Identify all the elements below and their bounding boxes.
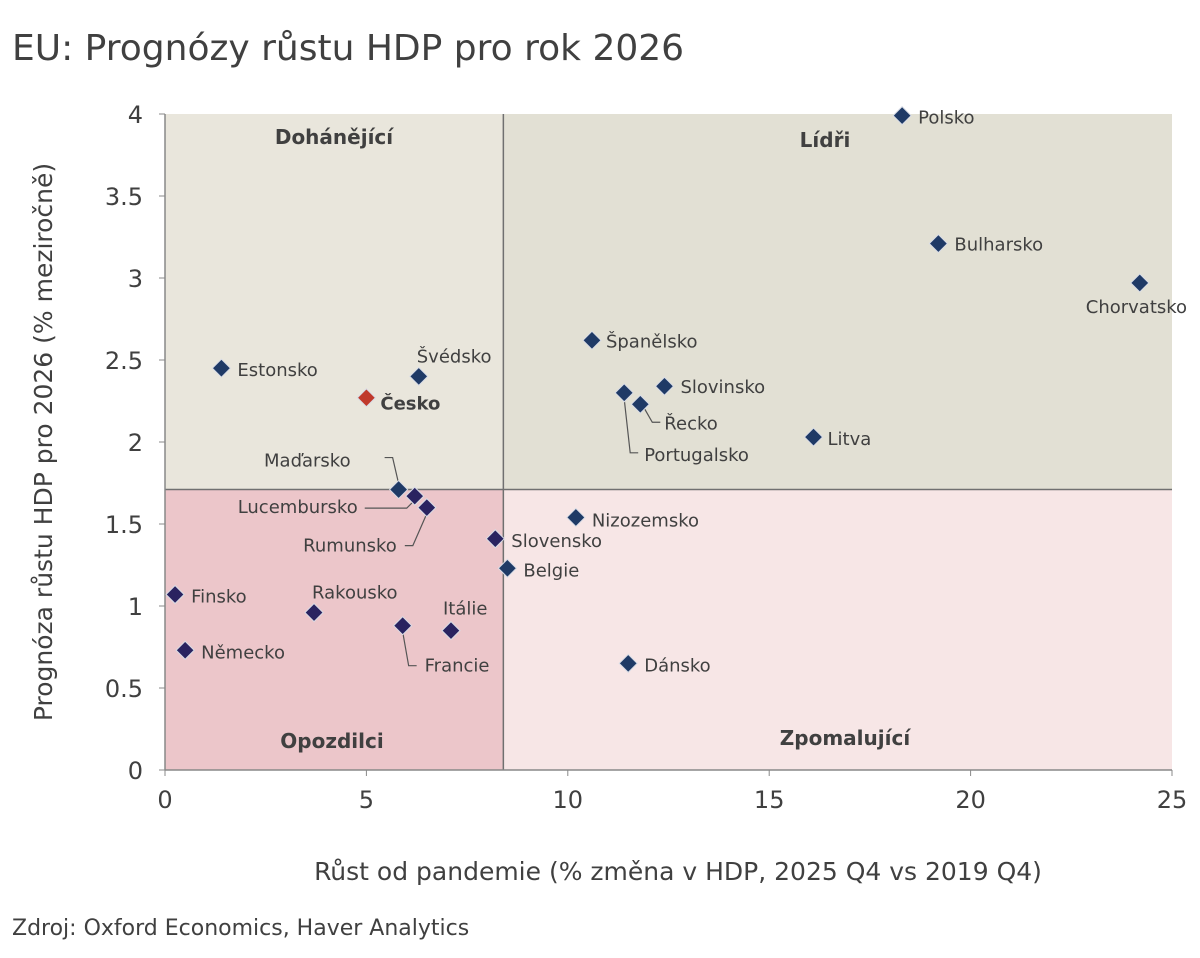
quadrant-label-bottom-right: Zpomalující [780,726,912,750]
quadrant-label-top-left: Dohánějící [275,125,394,149]
point-label: Chorvatsko [1086,297,1187,318]
point-label: Švédsko [417,345,492,367]
data-point-Estonsko [211,358,232,378]
point-label: Lucembursko [238,497,358,518]
data-point-Španělsko [582,330,602,351]
x-tick-label: 25 [1157,786,1188,814]
point-label: Estonsko [237,360,317,381]
x-tick-label: 15 [754,786,785,814]
point-label: Německo [201,642,285,663]
point-label: Slovinsko [680,377,765,398]
point-label: Řecko [664,412,717,434]
point-label: Finsko [191,587,247,608]
point-label: Slovensko [511,531,602,552]
data-point-Rakousko [304,602,324,623]
point-label: Bulharsko [954,235,1043,256]
data-point-Švédsko [409,366,429,387]
point-label: Maďarsko [264,451,351,472]
data-point-Portugalsko [614,383,634,403]
point-label: Litva [828,429,872,450]
quadrant-label-bottom-left: Opozdilci [280,729,383,753]
source-note: Zdroj: Oxford Economics, Haver Analytics [12,916,469,941]
y-tick-label: 2 [128,429,143,457]
x-tick-label: 10 [553,786,584,814]
point-label: Portugalsko [644,445,749,466]
point-label: Rakousko [312,583,398,604]
y-tick-label: 2.5 [105,347,143,375]
point-label: Polsko [918,108,974,129]
data-point-Itálie [441,620,461,641]
y-axis-label: Prognóza růstu HDP pro 2026 (% meziročně… [29,163,58,721]
quadrant-bottom-right [503,489,1172,770]
y-tick-label: 4 [128,101,143,129]
data-point-Dánsko [618,653,638,674]
quadrant-top-left [165,114,504,490]
point-label: Dánsko [644,655,710,676]
y-tick-label: 1.5 [105,511,143,539]
y-tick-label: 0 [128,757,143,785]
point-label: Španělsko [606,330,698,352]
data-point-Bulharsko [928,233,949,254]
point-label: Francie [425,656,490,677]
quadrant-label-top-right: Lídři [800,128,851,152]
data-point-Polsko [892,105,912,126]
x-tick-label: 0 [157,786,172,814]
data-point-Lucembursko [405,486,425,506]
y-tick-label: 0.5 [105,675,143,703]
data-point-Slovensko [485,529,506,549]
point-label: Nizozemsko [592,510,699,531]
quadrant-top-right [503,114,1172,490]
x-axis-label: Růst od pandemie (% změna v HDP, 2025 Q4… [314,857,1042,886]
data-point-Litva [803,427,824,447]
data-point-Belgie [497,558,518,578]
data-point-Rumunsko [417,497,437,518]
chart-title: EU: Prognózy růstu HDP pro rok 2026 [12,28,684,69]
data-point-Řecko [630,394,651,414]
data-point-Česko [356,388,377,408]
data-point-Maďarsko [388,479,409,500]
data-point-Slovinsko [654,376,675,396]
x-tick-label: 20 [955,786,986,814]
y-tick-label: 3 [128,265,143,293]
point-label: Rumunsko [303,536,397,557]
data-point-Nizozemsko [566,507,586,528]
point-label: Itálie [443,599,487,620]
y-tick-label: 3.5 [105,183,143,211]
data-point-Francie [392,615,413,636]
data-point-Finsko [165,584,185,605]
point-label: Belgie [523,560,579,581]
data-point-Chorvatsko [1130,273,1150,293]
point-label: Česko [380,393,440,415]
data-point-Německo [175,640,195,660]
x-tick-label: 5 [359,786,374,814]
y-tick-label: 1 [128,593,143,621]
